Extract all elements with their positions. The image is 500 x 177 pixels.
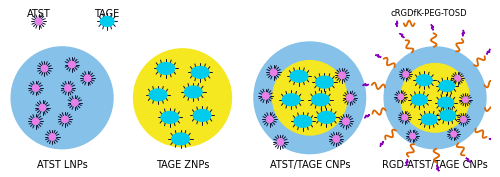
- Polygon shape: [487, 49, 490, 54]
- Circle shape: [38, 104, 46, 112]
- Text: TAGE: TAGE: [94, 9, 120, 19]
- Circle shape: [34, 18, 42, 25]
- Ellipse shape: [440, 110, 456, 121]
- Polygon shape: [462, 30, 464, 36]
- Polygon shape: [436, 165, 439, 171]
- Circle shape: [384, 47, 486, 149]
- Circle shape: [342, 117, 350, 125]
- Ellipse shape: [318, 112, 335, 123]
- Ellipse shape: [157, 62, 174, 74]
- Circle shape: [266, 115, 274, 123]
- Ellipse shape: [439, 81, 454, 92]
- Ellipse shape: [149, 89, 167, 101]
- Circle shape: [84, 74, 92, 82]
- Polygon shape: [431, 24, 434, 30]
- Circle shape: [64, 84, 72, 92]
- Circle shape: [254, 42, 366, 154]
- Polygon shape: [362, 83, 369, 86]
- Ellipse shape: [312, 94, 330, 106]
- Circle shape: [332, 135, 340, 143]
- Polygon shape: [375, 55, 382, 57]
- Circle shape: [402, 114, 408, 121]
- Circle shape: [409, 133, 416, 139]
- Circle shape: [402, 71, 409, 78]
- Ellipse shape: [100, 16, 114, 26]
- Ellipse shape: [416, 75, 432, 85]
- Circle shape: [32, 84, 40, 92]
- Ellipse shape: [294, 115, 312, 127]
- Circle shape: [11, 47, 113, 149]
- Circle shape: [454, 75, 461, 82]
- Circle shape: [338, 71, 346, 79]
- Text: ATST: ATST: [26, 9, 50, 19]
- Ellipse shape: [161, 112, 178, 123]
- Circle shape: [401, 64, 469, 132]
- Circle shape: [276, 138, 284, 146]
- Circle shape: [134, 49, 232, 147]
- Polygon shape: [380, 141, 384, 147]
- Circle shape: [68, 61, 76, 68]
- Text: RGD-ATST/TAGE CNPs: RGD-ATST/TAGE CNPs: [382, 161, 488, 170]
- Text: ATST/TAGE CNPs: ATST/TAGE CNPs: [270, 161, 350, 170]
- Circle shape: [462, 96, 469, 103]
- Circle shape: [460, 116, 467, 123]
- Ellipse shape: [192, 67, 209, 78]
- Circle shape: [270, 68, 278, 76]
- Ellipse shape: [438, 97, 454, 108]
- Ellipse shape: [412, 94, 427, 105]
- Ellipse shape: [184, 86, 202, 98]
- Ellipse shape: [290, 70, 308, 82]
- Ellipse shape: [172, 133, 190, 145]
- Text: cRGDfK-PEG-TOSD: cRGDfK-PEG-TOSD: [391, 9, 468, 18]
- Circle shape: [32, 117, 40, 125]
- Circle shape: [48, 133, 56, 141]
- Circle shape: [262, 92, 270, 100]
- Ellipse shape: [282, 94, 300, 106]
- Polygon shape: [466, 158, 470, 162]
- Text: ATST LNPs: ATST LNPs: [36, 161, 88, 170]
- Polygon shape: [400, 33, 404, 38]
- Polygon shape: [406, 159, 408, 166]
- Polygon shape: [489, 139, 495, 141]
- Ellipse shape: [422, 114, 437, 125]
- Ellipse shape: [316, 76, 334, 88]
- Circle shape: [398, 93, 404, 100]
- Circle shape: [450, 131, 457, 138]
- Polygon shape: [396, 21, 398, 27]
- Text: TAGE ZNPs: TAGE ZNPs: [156, 161, 209, 170]
- Ellipse shape: [194, 110, 211, 121]
- Circle shape: [71, 99, 78, 107]
- Circle shape: [272, 61, 347, 135]
- Circle shape: [346, 94, 354, 102]
- Circle shape: [61, 115, 69, 123]
- Polygon shape: [364, 115, 370, 118]
- Circle shape: [40, 64, 48, 72]
